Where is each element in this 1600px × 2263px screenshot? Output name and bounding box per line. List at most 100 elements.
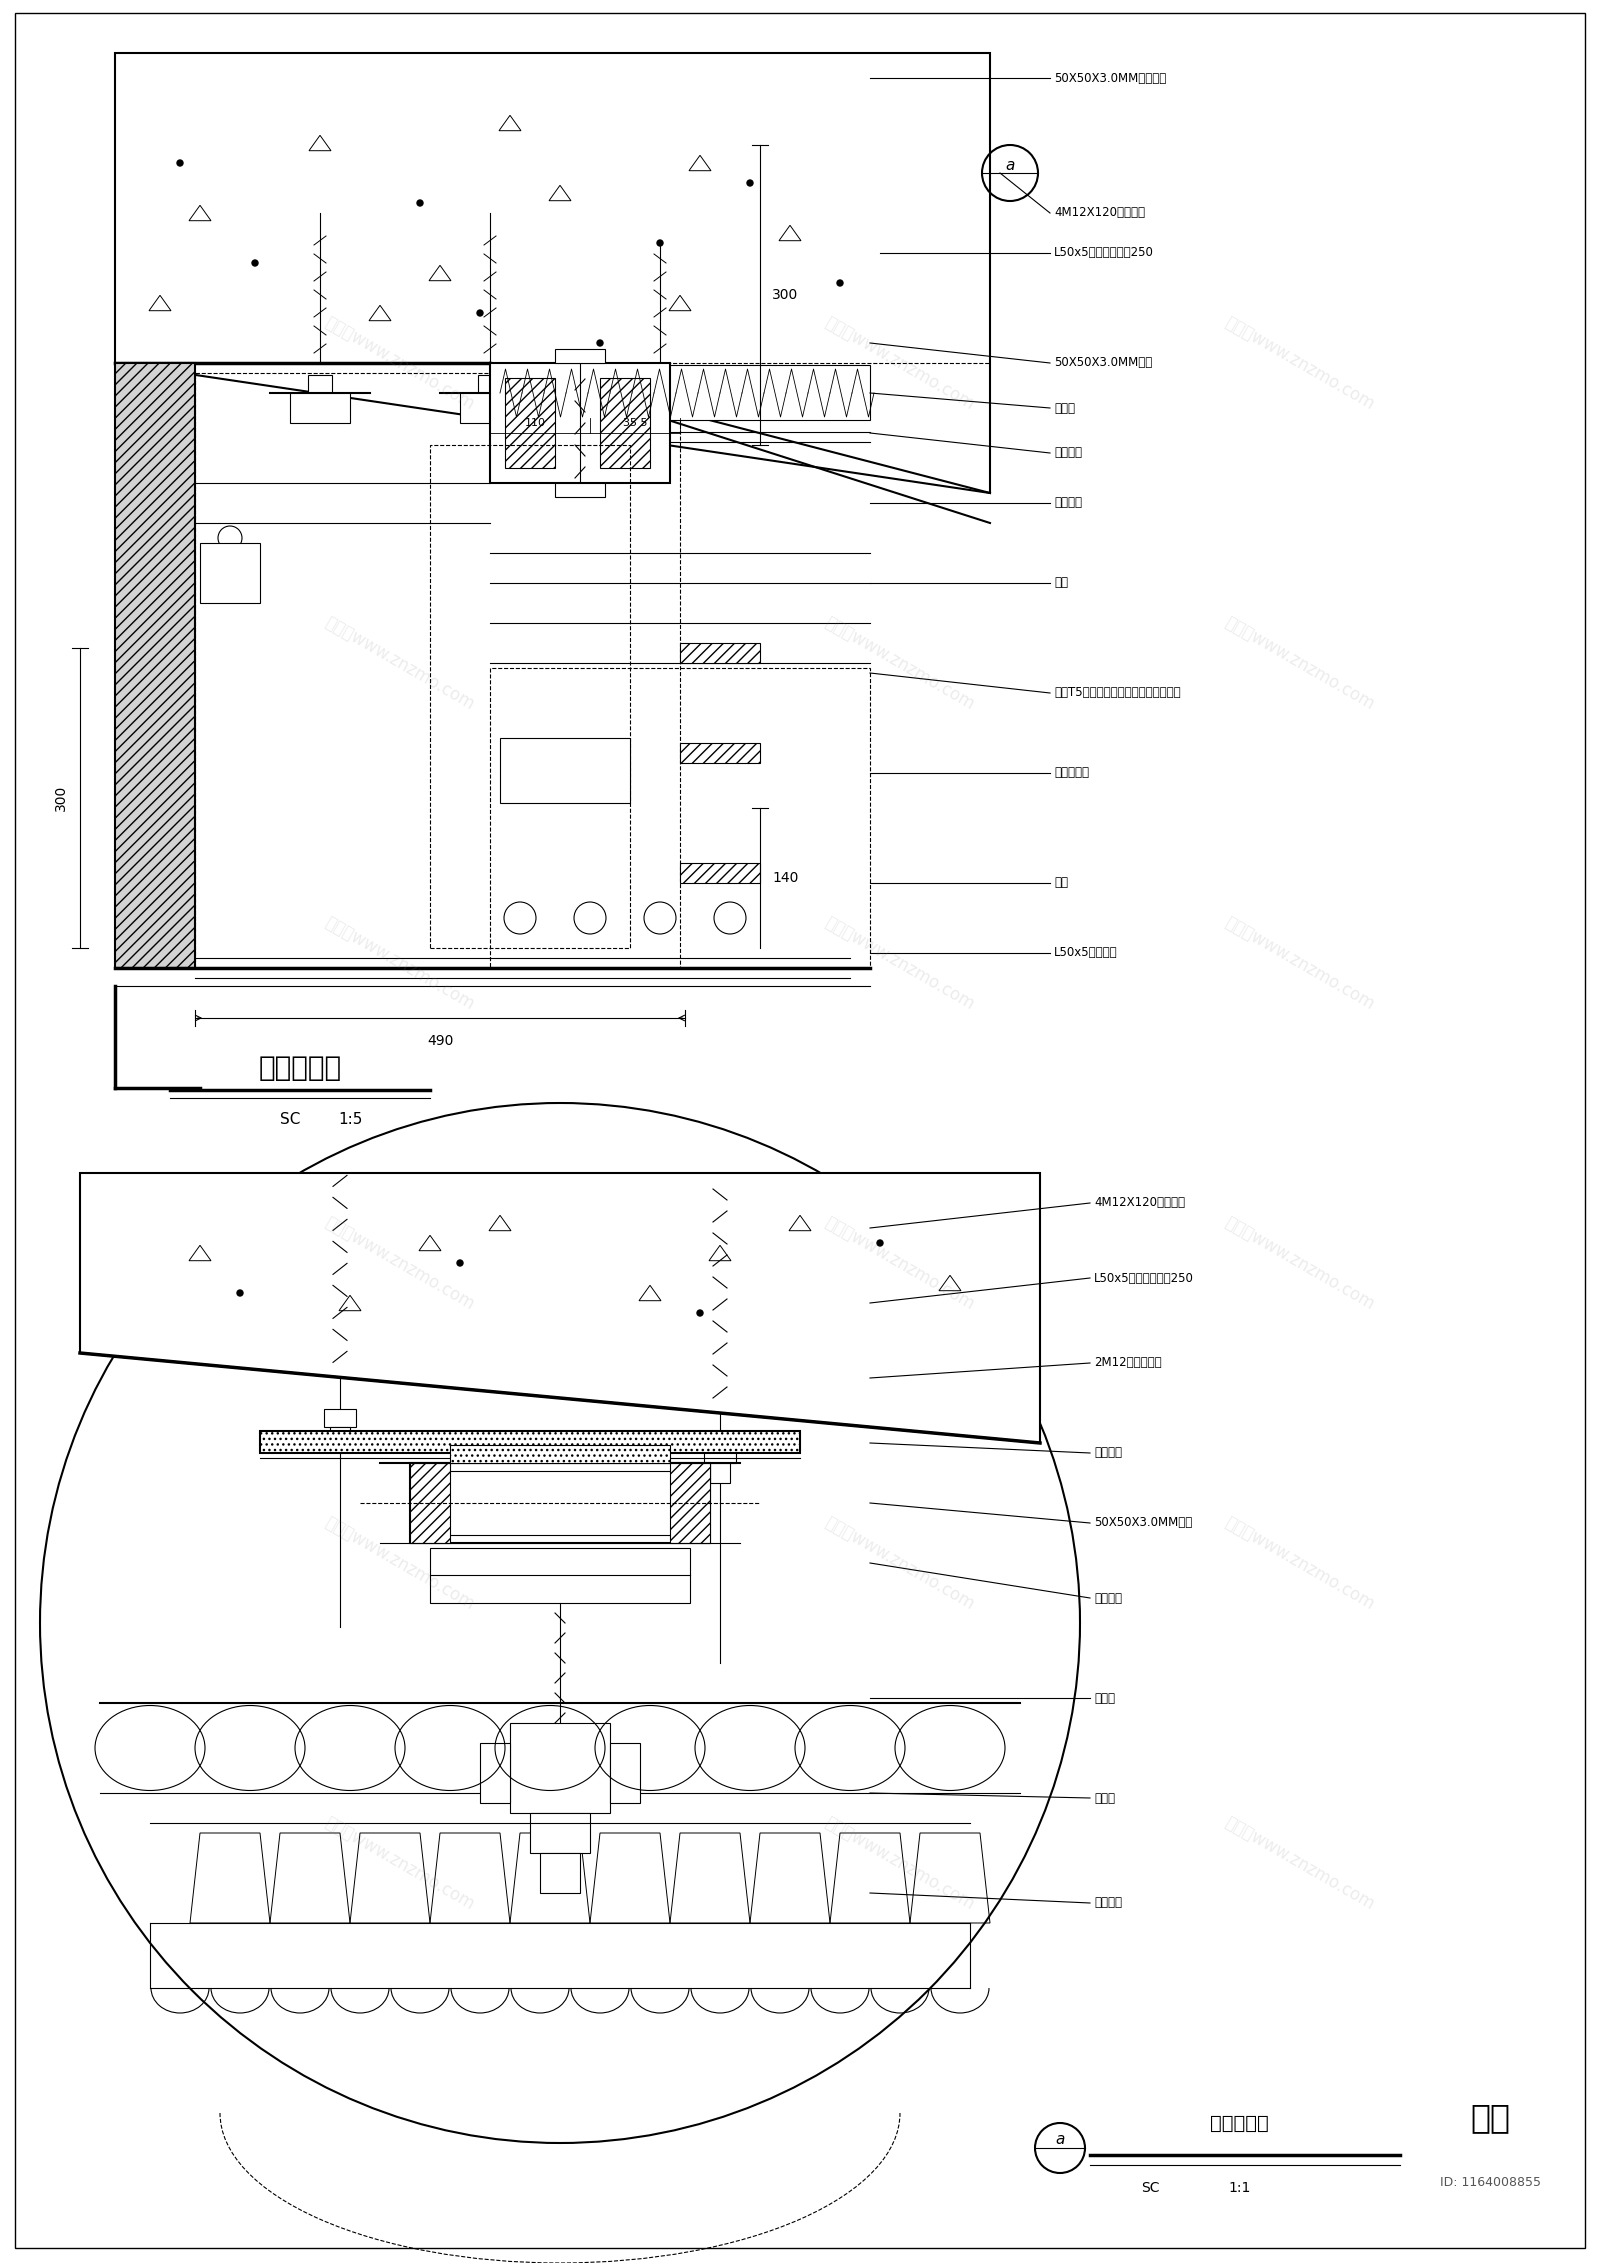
Text: 知末网www.znzmo.com: 知末网www.znzmo.com	[1222, 312, 1378, 414]
Bar	[704, 1446, 736, 1462]
Bar	[482, 394, 498, 412]
Bar	[323, 1410, 355, 1428]
Text: 吸声棉: 吸声棉	[1054, 401, 1075, 414]
Text: 知末网www.znzmo.com: 知末网www.znzmo.com	[1222, 613, 1378, 713]
Bar	[680, 862, 760, 883]
Text: 知末网www.znzmo.com: 知末网www.znzmo.com	[322, 1213, 478, 1313]
Text: 吸声棉: 吸声棉	[1094, 1690, 1115, 1704]
Bar	[430, 1471, 690, 1534]
Text: 铝制龙骨: 铝制龙骨	[1094, 1591, 1122, 1604]
Text: 35 5: 35 5	[622, 419, 648, 428]
Bar	[478, 376, 502, 394]
Text: 50X50X3.0MM镀锌钢道: 50X50X3.0MM镀锌钢道	[1054, 72, 1166, 84]
Text: 1:1: 1:1	[1229, 2182, 1251, 2195]
Polygon shape	[80, 1172, 1040, 1444]
Text: 知末网www.znzmo.com: 知末网www.znzmo.com	[1222, 912, 1378, 1014]
Bar	[680, 742, 760, 763]
Text: 50X50X3.0MM铝道: 50X50X3.0MM铝道	[1054, 358, 1152, 369]
Bar	[410, 1462, 450, 1543]
Text: a: a	[1005, 158, 1014, 172]
Bar	[461, 394, 520, 423]
Text: 300: 300	[54, 785, 67, 810]
Polygon shape	[707, 1333, 733, 1383]
Text: 4M12X120膨胀螺栓: 4M12X120膨胀螺栓	[1094, 1197, 1186, 1208]
Bar	[307, 376, 333, 394]
Text: 木质音板: 木质音板	[1054, 496, 1082, 509]
Text: SC: SC	[280, 1113, 301, 1127]
Bar	[200, 543, 259, 602]
Text: L50x5镀锌角钢: L50x5镀锌角钢	[1054, 946, 1118, 960]
Text: 知末网www.znzmo.com: 知末网www.znzmo.com	[822, 312, 978, 414]
Text: 不锈钢挂件: 不锈钢挂件	[1054, 767, 1090, 778]
Text: 知末网www.znzmo.com: 知末网www.znzmo.com	[1222, 1813, 1378, 1912]
Bar	[490, 364, 870, 421]
Bar	[410, 1462, 710, 1543]
Bar	[430, 1548, 690, 1602]
Text: a: a	[1056, 2132, 1064, 2148]
Text: 110: 110	[525, 419, 546, 428]
Text: 挂码件: 挂码件	[1094, 1792, 1115, 1804]
Text: 知末网www.znzmo.com: 知末网www.znzmo.com	[1222, 1514, 1378, 1614]
Circle shape	[698, 1310, 702, 1317]
Bar	[115, 362, 195, 969]
Bar	[506, 378, 555, 468]
Text: 知末: 知末	[1470, 2102, 1510, 2134]
Circle shape	[877, 1240, 883, 1247]
Text: 4M12X120膨胀螺栓: 4M12X120膨胀螺栓	[1054, 206, 1146, 220]
Text: 绝缘胶垫: 绝缘胶垫	[1094, 1446, 1122, 1460]
Circle shape	[477, 310, 483, 317]
Bar	[312, 394, 328, 412]
Text: 知末网www.znzmo.com: 知末网www.znzmo.com	[822, 1514, 978, 1614]
Bar	[610, 1743, 640, 1804]
Circle shape	[837, 281, 843, 285]
Bar	[670, 1462, 710, 1543]
Circle shape	[458, 1260, 462, 1265]
Bar	[710, 1462, 730, 1482]
Circle shape	[418, 199, 422, 206]
Bar	[330, 1428, 350, 1448]
Text: 140: 140	[771, 871, 798, 885]
Circle shape	[658, 240, 662, 247]
Bar	[541, 1853, 579, 1894]
Circle shape	[597, 339, 603, 346]
Text: SC: SC	[1141, 2182, 1160, 2195]
Text: 知末网www.znzmo.com: 知末网www.znzmo.com	[1222, 1213, 1378, 1313]
Text: 1:5: 1:5	[338, 1113, 362, 1127]
Bar	[530, 1813, 590, 1853]
Text: L50x5镀锌钢角码长250: L50x5镀锌钢角码长250	[1094, 1272, 1194, 1285]
Text: 知末网www.znzmo.com: 知末网www.znzmo.com	[322, 912, 478, 1014]
Text: L50x5镀锌钢角码长250: L50x5镀锌钢角码长250	[1054, 247, 1154, 260]
Text: 知末网www.znzmo.com: 知末网www.znzmo.com	[322, 613, 478, 713]
Bar	[555, 349, 605, 362]
Circle shape	[178, 161, 182, 165]
Bar	[490, 362, 670, 482]
Text: 知末网www.znzmo.com: 知末网www.znzmo.com	[322, 1813, 478, 1912]
Text: 知末网www.znzmo.com: 知末网www.znzmo.com	[822, 912, 978, 1014]
Bar	[680, 643, 760, 663]
Text: 节点大样图: 节点大样图	[259, 1055, 341, 1082]
Text: 知末网www.znzmo.com: 知末网www.znzmo.com	[822, 613, 978, 713]
Text: 300: 300	[771, 287, 798, 301]
Text: 节点大样图: 节点大样图	[1210, 2114, 1269, 2132]
Text: 490: 490	[427, 1034, 453, 1048]
Bar	[510, 1722, 610, 1813]
Bar	[450, 1446, 670, 1462]
Bar	[499, 738, 630, 803]
Text: 铝制龙骨: 铝制龙骨	[1054, 446, 1082, 459]
Text: 暗藏T5灯管（暗器遮光，保证无暗点）: 暗藏T5灯管（暗器遮光，保证无暗点）	[1054, 686, 1181, 699]
Text: ID: 1164008855: ID: 1164008855	[1440, 2177, 1541, 2191]
Text: 木质音板: 木质音板	[1094, 1896, 1122, 1910]
Bar	[600, 378, 650, 468]
Circle shape	[237, 1290, 243, 1297]
Text: 石材: 石材	[1054, 876, 1069, 889]
Text: 50X50X3.0MM铝道: 50X50X3.0MM铝道	[1094, 1516, 1192, 1530]
Bar	[290, 394, 350, 423]
Polygon shape	[328, 1297, 352, 1346]
Bar	[259, 1430, 800, 1453]
Circle shape	[747, 181, 754, 186]
Bar	[555, 482, 605, 498]
Bar	[430, 446, 630, 948]
Bar	[480, 1743, 510, 1804]
Bar	[195, 373, 680, 969]
Text: 知末网www.znzmo.com: 知末网www.znzmo.com	[322, 312, 478, 414]
